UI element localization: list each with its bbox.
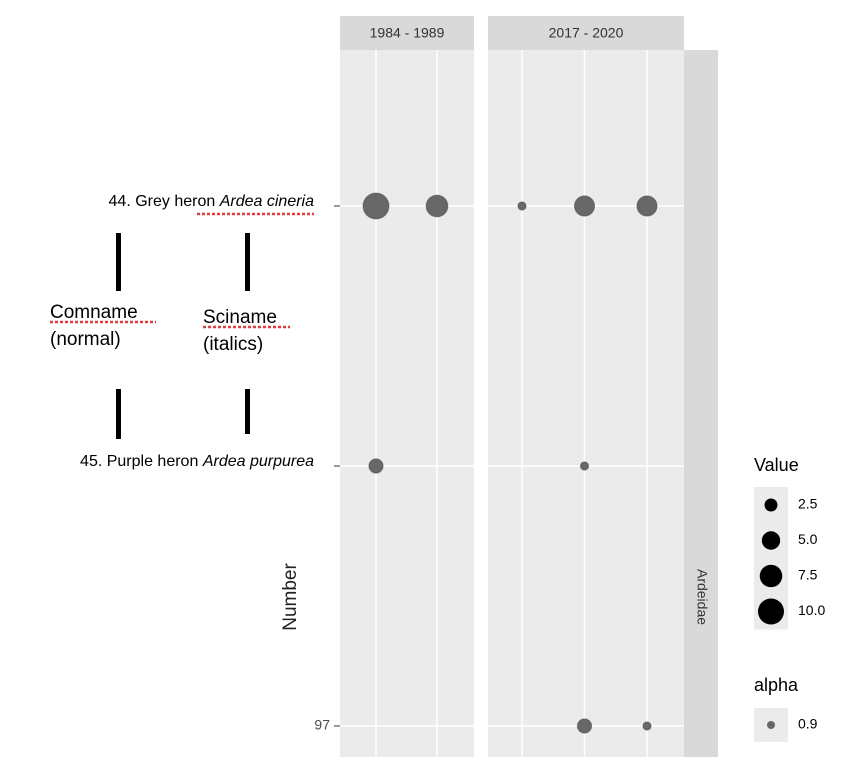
facet-strip: [488, 16, 684, 50]
legend-label: 7.5: [798, 567, 818, 583]
point: [368, 458, 384, 474]
point: [636, 195, 658, 217]
panel: [488, 50, 684, 757]
point: [425, 194, 449, 218]
legend-label: 5.0: [798, 531, 818, 547]
legend-label: 10.0: [798, 602, 825, 618]
legend-label: 0.9: [798, 716, 818, 732]
common-name: 45. Purple heron: [80, 453, 198, 470]
legend-symbol: [759, 564, 783, 588]
point: [517, 201, 527, 211]
facet-strip: [340, 16, 474, 50]
point: [579, 461, 590, 471]
annotation-bar: [116, 389, 121, 439]
legend-symbol: [761, 531, 781, 550]
annotation-text: (italics): [203, 334, 263, 355]
annotation-bar: [245, 389, 250, 434]
legend-symbol: [764, 498, 778, 512]
legend-symbol: [767, 721, 775, 729]
facet-label: 1984 - 1989: [370, 25, 445, 41]
y-tick-label: 44. Grey heron Ardea cineria: [109, 193, 315, 210]
y-tick-label: 97: [314, 717, 330, 733]
scientific-name: Ardea cineria: [219, 193, 314, 210]
y-tick-label: 45. Purple heron Ardea purpurea: [80, 453, 314, 470]
annotation-bar: [116, 233, 121, 291]
panel: [340, 50, 474, 757]
legend-symbol: [758, 598, 784, 625]
scientific-name: Ardea purpurea: [202, 453, 314, 470]
annotation-bar: [245, 233, 250, 291]
facet-label: 2017 - 2020: [549, 25, 624, 41]
annotation-text: (normal): [50, 329, 121, 350]
row-strip-label: Ardeidae: [694, 569, 710, 625]
legend-title: Value: [754, 455, 799, 475]
row-strip: [684, 50, 718, 757]
legend-title: alpha: [754, 675, 799, 695]
annotation-text: Sciname: [203, 307, 277, 328]
point: [576, 718, 593, 734]
annotation-text: Comname: [50, 302, 138, 323]
common-name: 44. Grey heron: [109, 193, 216, 210]
point: [573, 195, 596, 217]
legend-label: 2.5: [798, 496, 818, 512]
point: [362, 192, 390, 220]
point: [642, 721, 652, 731]
y-axis-label: Number: [280, 563, 301, 631]
